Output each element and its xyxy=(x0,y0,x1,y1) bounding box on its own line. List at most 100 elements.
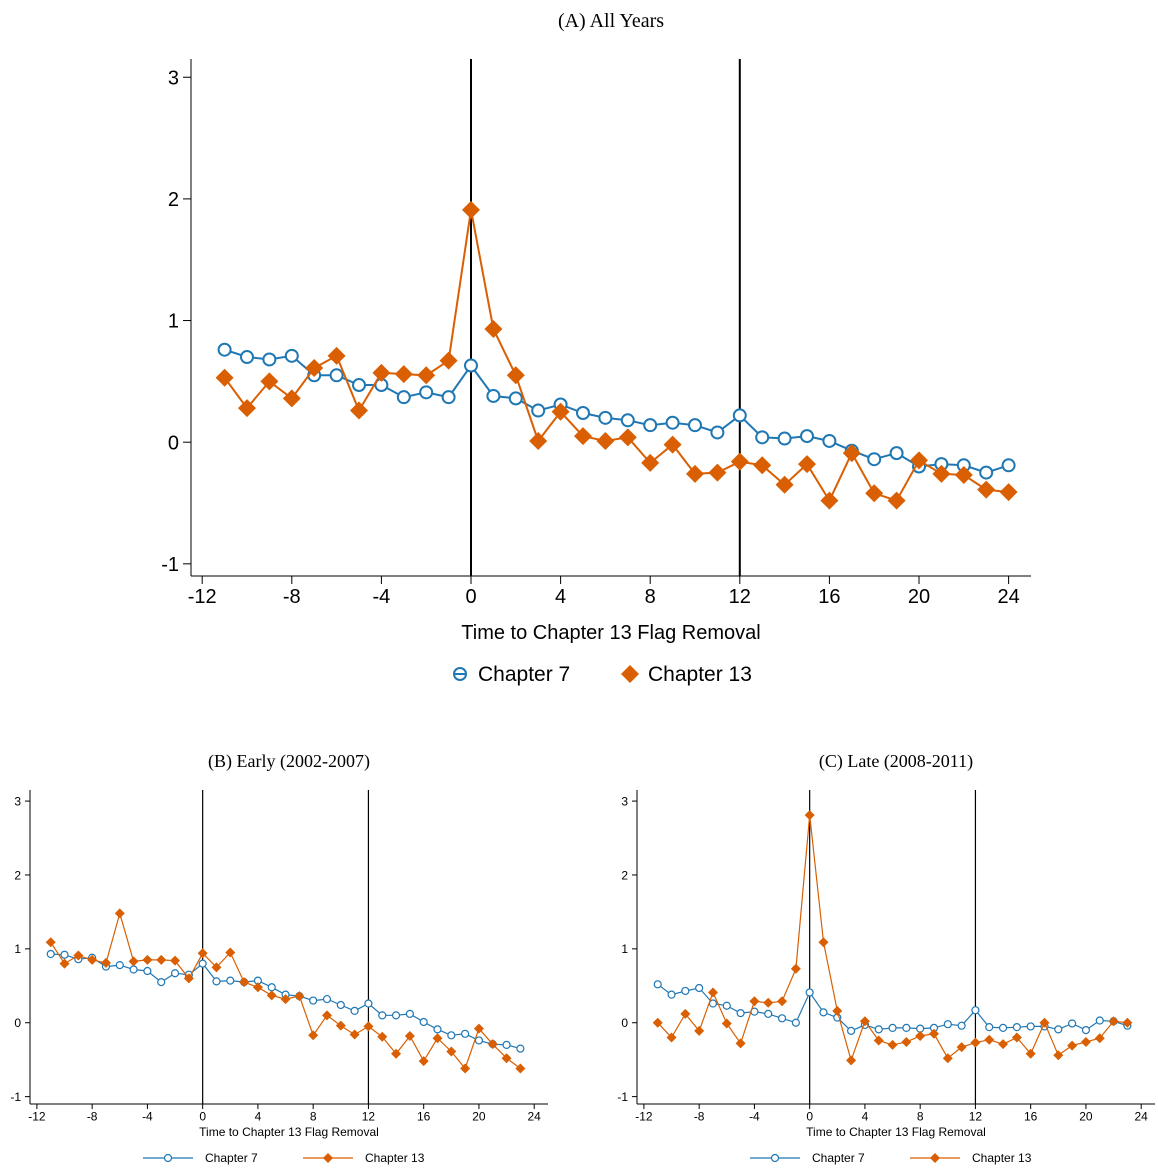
data-point-chapter13 xyxy=(910,451,928,470)
data-point-chapter13 xyxy=(735,1038,746,1049)
data-point-chapter7 xyxy=(516,1044,525,1053)
x-axis-label: Time to Chapter 13 Flag Removal xyxy=(461,622,760,644)
data-point-chapter7 xyxy=(695,983,704,993)
data-point-chapter13 xyxy=(887,1039,898,1050)
data-point-chapter7 xyxy=(889,446,904,461)
data-point-chapter7 xyxy=(396,390,411,405)
x-tick-label: 20 xyxy=(1079,1109,1093,1123)
data-point-chapter13 xyxy=(618,428,637,447)
data-point-chapter13 xyxy=(142,954,153,965)
data-point-chapter13 xyxy=(321,1010,332,1021)
data-point-chapter7 xyxy=(198,959,207,968)
data-point-chapter13 xyxy=(842,444,861,463)
data-point-chapter13 xyxy=(350,401,368,420)
data-point-chapter7 xyxy=(867,452,882,467)
data-point-chapter13 xyxy=(551,402,570,421)
data-point-chapter13 xyxy=(404,1031,415,1042)
data-point-chapter7 xyxy=(620,413,635,428)
data-point-chapter13 xyxy=(1122,1017,1133,1028)
data-point-chapter7 xyxy=(688,418,702,433)
data-point-chapter7 xyxy=(329,368,344,383)
data-point-chapter7 xyxy=(419,1017,428,1027)
legend-label-chapter13: Chapter 13 xyxy=(972,1151,1032,1165)
y-tick-label: 3 xyxy=(168,67,179,89)
legend-label-chapter7: Chapter 7 xyxy=(478,663,570,686)
data-point-chapter7 xyxy=(822,433,837,448)
data-point-chapter7 xyxy=(1068,1019,1077,1028)
legend: Chapter 7 Chapter 13 xyxy=(143,1151,425,1165)
data-point-chapter13 xyxy=(73,950,84,961)
data-point-chapter7 xyxy=(464,358,478,373)
data-point-chapter7 xyxy=(170,969,180,978)
data-point-chapter7 xyxy=(502,1040,511,1049)
data-point-chapter7 xyxy=(1095,1016,1104,1025)
data-point-chapter13 xyxy=(790,963,801,974)
x-tick-label: 12 xyxy=(969,1109,983,1123)
data-point-chapter7 xyxy=(957,1021,966,1030)
data-point-chapter13 xyxy=(417,366,436,385)
data-point-chapter7 xyxy=(755,430,770,445)
data-point-chapter7 xyxy=(943,1020,952,1029)
data-point-chapter13 xyxy=(282,389,301,408)
data-point-chapter13 xyxy=(462,200,480,219)
data-point-chapter13 xyxy=(680,1008,691,1019)
x-tick-label: 24 xyxy=(1135,1109,1149,1123)
legend-label-chapter13: Chapter 13 xyxy=(648,663,752,686)
data-point-chapter13 xyxy=(798,455,816,474)
data-point-chapter7 xyxy=(531,403,546,418)
data-point-chapter13 xyxy=(363,1021,374,1032)
data-point-chapter13 xyxy=(225,947,236,958)
x-tick-label: -8 xyxy=(694,1109,705,1123)
data-point-chapter13 xyxy=(970,1037,981,1048)
data-point-chapter13 xyxy=(775,475,794,494)
x-tick-label: 8 xyxy=(917,1109,924,1123)
legend-marker-chapter13 xyxy=(323,1153,333,1163)
data-point-chapter13 xyxy=(372,363,391,382)
data-point-chapter13 xyxy=(652,1017,663,1028)
data-point-chapter13 xyxy=(777,996,788,1007)
data-point-chapter7 xyxy=(800,429,814,444)
data-point-chapter7 xyxy=(643,418,658,433)
x-tick-label: 0 xyxy=(465,586,476,608)
data-point-chapter13 xyxy=(596,431,615,450)
data-point-chapter13 xyxy=(501,1053,512,1064)
data-point-chapter13 xyxy=(928,1028,939,1039)
data-point-chapter13 xyxy=(156,954,167,965)
y-tick-label: 3 xyxy=(14,794,21,808)
data-point-chapter7 xyxy=(309,996,318,1005)
data-point-chapter7 xyxy=(598,410,613,425)
data-point-chapter7 xyxy=(441,390,456,405)
data-point-chapter13 xyxy=(663,435,682,454)
data-point-chapter7 xyxy=(736,1009,745,1018)
legend-label-chapter7: Chapter 7 xyxy=(812,1151,865,1165)
data-point-chapter13 xyxy=(377,1031,388,1042)
data-point-chapter7 xyxy=(217,342,232,357)
data-point-chapter13 xyxy=(349,1029,360,1040)
y-tick-label: 3 xyxy=(621,794,628,808)
data-point-chapter7 xyxy=(777,1014,787,1023)
x-tick-label: -12 xyxy=(28,1109,46,1123)
y-tick-label: 2 xyxy=(621,868,628,882)
data-point-chapter7 xyxy=(791,1018,800,1027)
data-point-chapter13 xyxy=(846,1055,857,1066)
data-point-chapter13 xyxy=(730,452,749,471)
data-point-chapter13 xyxy=(865,484,884,503)
x-tick-label: 12 xyxy=(362,1109,376,1123)
data-point-chapter13 xyxy=(473,1023,484,1034)
data-point-chapter13 xyxy=(484,320,503,339)
data-point-chapter7 xyxy=(115,961,124,970)
data-point-chapter7 xyxy=(888,1023,897,1033)
x-tick-label: -12 xyxy=(188,586,217,608)
data-point-chapter13 xyxy=(915,1031,926,1042)
data-point-chapter7 xyxy=(352,378,366,393)
data-point-chapter7 xyxy=(1026,1022,1035,1031)
data-point-chapter7 xyxy=(874,1025,883,1034)
y-tick-label: -1 xyxy=(161,554,179,576)
data-point-chapter7 xyxy=(267,983,276,992)
data-point-chapter13 xyxy=(954,466,973,485)
data-point-chapter13 xyxy=(998,1039,1009,1050)
data-point-chapter13 xyxy=(956,1042,967,1053)
data-point-chapter13 xyxy=(873,1035,884,1046)
data-point-chapter13 xyxy=(197,948,208,959)
